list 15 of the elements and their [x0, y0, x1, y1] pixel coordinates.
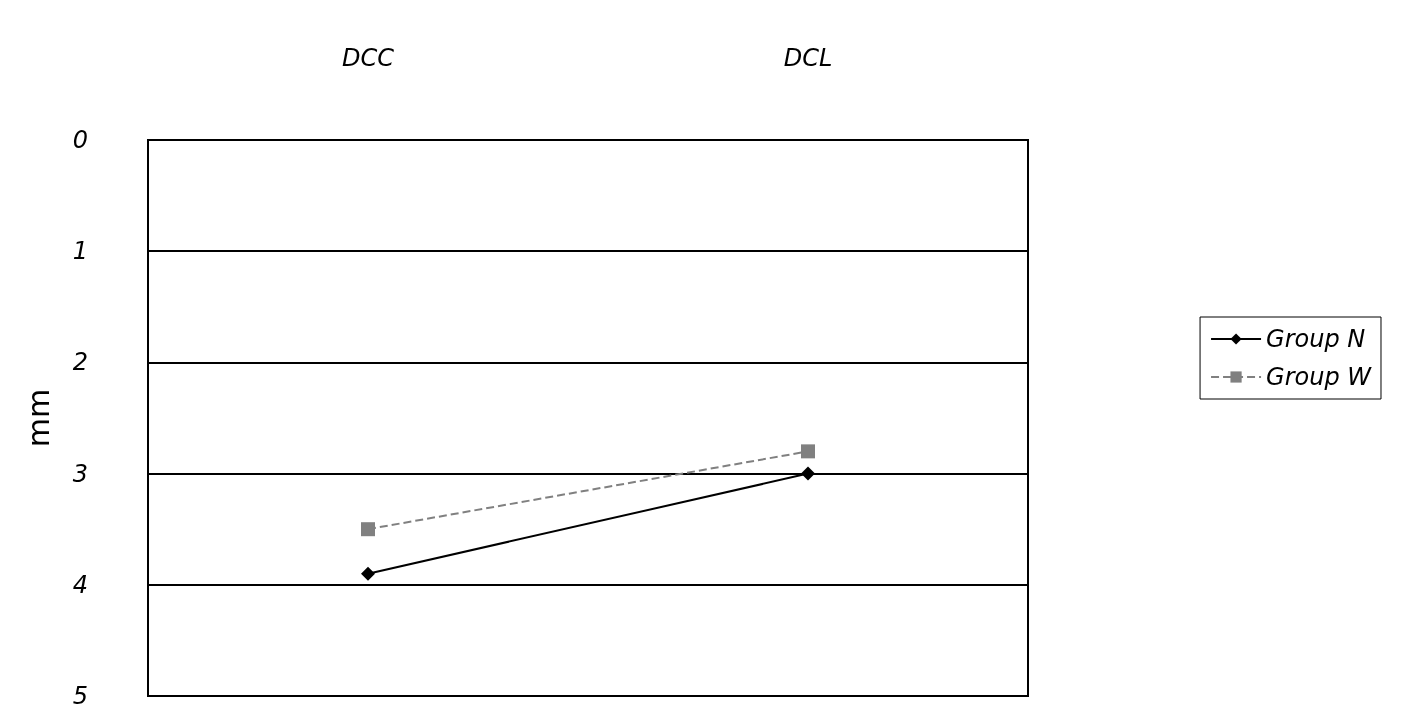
- point: [801, 444, 815, 459]
- point: [361, 522, 375, 537]
- x-tick-label: DCL: [783, 44, 833, 72]
- legend-label: Group N: [1266, 325, 1366, 353]
- y-tick-label: 1: [72, 237, 88, 266]
- point: [361, 566, 375, 581]
- legend-label: Group W: [1266, 363, 1373, 391]
- point: [801, 466, 815, 481]
- y-axis-title: mm: [20, 388, 56, 448]
- y-tick-label: 0: [72, 126, 88, 154]
- y-tick-label: 5: [72, 682, 88, 710]
- y-tick-label: 4: [72, 570, 88, 599]
- y-tick-label: 3: [72, 459, 88, 488]
- y-tick-label: 2: [72, 348, 88, 377]
- x-tick-label: DCC: [342, 44, 395, 72]
